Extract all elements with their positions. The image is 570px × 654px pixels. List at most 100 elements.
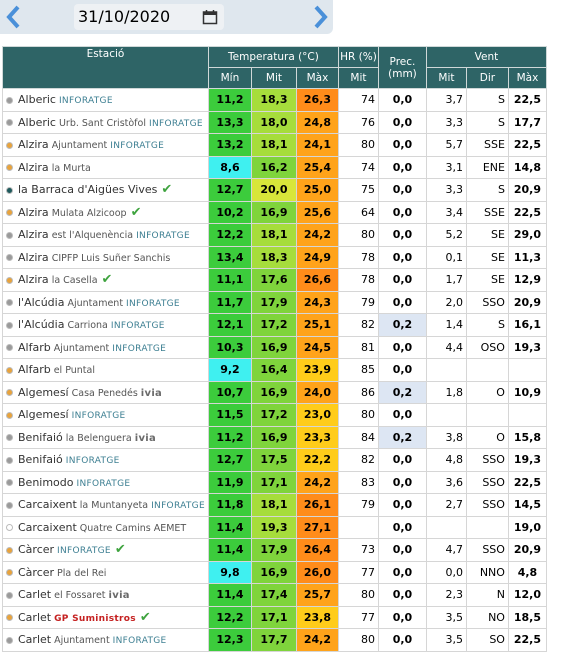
station-cell: Alzira la Casella ✔ [2, 268, 209, 292]
value-cell: 0,1 [425, 245, 467, 269]
station-row[interactable]: Alzira est l'Alquenència INFORATGE 12,2 18,1… [2, 223, 547, 247]
station-row[interactable]: Alzira CIPFP Luis Suñer Sanchis 13,4 18,3 24… [2, 245, 547, 269]
value-cell: 5,7 [425, 133, 467, 157]
value-cell: 22,2 [295, 448, 339, 472]
station-name: l'Alcúdia [18, 295, 65, 309]
value-cell: 17,9 [250, 538, 297, 562]
value-cell: 77 [337, 605, 379, 629]
station-row[interactable]: Algemesí Casa Penedés ivia 10,7 16,9 24,0 86 0,… [2, 380, 547, 404]
value-cell: 78 [337, 268, 379, 292]
value-cell: 11,2 [207, 425, 252, 449]
station-row[interactable]: Carcaixent la Muntanyeta INFORATGE 11,8 18,1… [2, 493, 547, 517]
station-sub: Carriona [67, 320, 108, 332]
value-cell: 26,4 [295, 538, 339, 562]
station-row[interactable]: Carlet el Fossaret ivia 11,4 17,4 25,7 80 0,0 2,… [2, 583, 547, 607]
next-day-button[interactable] [312, 4, 330, 30]
value-cell: S [465, 313, 509, 337]
station-row[interactable]: Alzira la Murta 8,6 16,2 25,4 74 0,0 3,1 ENE 14,8 [2, 155, 547, 179]
station-row[interactable]: l'Alcúdia Ajuntament INFORATGE 11,7 17,9 24,3… [2, 290, 547, 314]
value-cell: 11,4 [207, 515, 252, 539]
value-cell: 3,5 [425, 605, 467, 629]
value-cell: 82 [337, 313, 379, 337]
station-name: Alberic [18, 115, 56, 129]
value-cell: 17,2 [250, 403, 297, 427]
value-cell [425, 515, 467, 539]
value-cell: 24,1 [295, 133, 339, 157]
station-row[interactable]: Benifaió la Belenguera ivia 11,2 16,9 23,3 84 0… [2, 425, 547, 449]
date-bar: 31/10/2020 [0, 0, 333, 34]
value-cell: 0,0 [377, 583, 427, 607]
value-cell: 64 [337, 200, 379, 224]
header: Temperatura (°C) [207, 46, 339, 68]
station-row[interactable]: Carcaixent Quatre Camins AEMET 11,4 19,3 27,… [2, 515, 547, 539]
station-row[interactable]: l'Alcúdia Carriona INFORATGE 12,1 17,2 25,1 82… [2, 313, 547, 337]
value-cell: 23,0 [295, 403, 339, 427]
value-cell: 4,8 [507, 560, 547, 584]
value-cell: 16,9 [250, 335, 297, 359]
value-cell: 20,9 [507, 538, 547, 562]
station-row[interactable]: Alzira Mulata Alzicoop ✔ 10,2 16,9 25,6 64 0,0 3… [2, 200, 547, 224]
value-cell: 80 [337, 583, 379, 607]
station-row[interactable]: la Barraca d'Aigües Vives ✔ 12,7 20,0 25,0 75… [2, 178, 547, 202]
value-cell: 20,9 [507, 178, 547, 202]
value-cell [507, 403, 547, 427]
value-cell: 24,2 [295, 470, 339, 494]
station-source: INFORATGE [126, 298, 180, 309]
station-row[interactable]: Alzira Ajuntament INFORATGE 13,2 18,1 24,1 80 0… [2, 133, 547, 157]
station-row[interactable]: Carlet GP Suministros ✔ 12,2 17,1 23,8 77 0,0 3,… [2, 605, 547, 629]
station-row[interactable]: Algemesí INFORATGE 11,5 17,2 23,0 80 0,0 [2, 403, 547, 427]
station-source: GP Suministros [54, 613, 136, 624]
prev-day-button[interactable] [4, 4, 22, 30]
subheader: Dir [465, 67, 509, 89]
station-row[interactable]: Càrcer INFORATGE ✔ 11,4 17,9 26,4 73 0,0 4,7 SSO 2… [2, 538, 547, 562]
value-cell: 17,2 [250, 313, 297, 337]
value-cell: 19,3 [507, 335, 547, 359]
station-row[interactable]: Alberic Urb. Sant Cristòfol INFORATGE 13,3 1… [2, 110, 547, 134]
value-cell: 80 [337, 133, 379, 157]
station-row[interactable]: Alfarb el Puntal 9,2 16,4 23,9 85 0,0 [2, 358, 547, 382]
station-sub: la Muntanyeta [79, 500, 149, 512]
value-cell: 18,1 [250, 493, 297, 517]
value-cell: 0,0 [377, 335, 427, 359]
value-cell: ENE [465, 155, 509, 179]
status-dot [6, 299, 13, 307]
value-cell: 16,9 [250, 200, 297, 224]
value-cell: 0,0 [377, 403, 427, 427]
station-row[interactable]: Carlet Ajuntament INFORATGE 12,3 17,7 24,2 80 0… [2, 628, 547, 652]
station-row[interactable]: Benimodo INFORATGE 11,9 17,1 24,2 83 0,0 3,6 SSO… [2, 470, 547, 494]
subheader: Mit [337, 67, 379, 89]
value-cell: 1,4 [425, 313, 467, 337]
value-cell: 0,0 [377, 448, 427, 472]
value-cell: 0,0 [377, 470, 427, 494]
station-sub: la Belenguera [65, 432, 132, 444]
station-sub: Urb. Sant Cristòfol [58, 117, 146, 129]
station-row[interactable]: Alzira la Casella ✔ 11,1 17,6 26,6 78 0,0 1,7 SE 1… [2, 268, 547, 292]
value-cell: 1,7 [425, 268, 467, 292]
value-cell: 14,8 [507, 155, 547, 179]
value-cell: 0,0 [377, 155, 427, 179]
status-dot [6, 569, 13, 577]
value-cell: 22,5 [507, 200, 547, 224]
station-row[interactable]: Alfarb Ajuntament INFORATGE 10,3 16,9 24,5 81 0… [2, 335, 547, 359]
station-source: INFORATGE [58, 96, 113, 107]
value-cell: SE [465, 223, 509, 247]
value-cell: 79 [337, 290, 379, 314]
value-cell: 18,5 [507, 605, 547, 629]
station-row[interactable]: Càrcer Pla del Rei 9,8 16,9 26,0 77 0,0 0,0 NNO 4… [2, 560, 547, 584]
station-source: ivia [108, 590, 130, 602]
value-cell: 13,4 [207, 245, 252, 269]
value-cell: OSO [465, 335, 509, 359]
station-row[interactable]: Alberic INFORATGE 11,2 18,3 26,3 74 0,0 3,7 S 22,… [2, 88, 547, 112]
calendar-icon[interactable] [202, 9, 218, 25]
station-row[interactable]: Benifaió INFORATGE 12,7 17,5 22,2 82 0,0 4,8 SSO… [2, 448, 547, 472]
value-cell [465, 358, 509, 382]
value-cell: 25,7 [295, 583, 339, 607]
value-cell: 11,8 [207, 493, 252, 517]
date-input[interactable]: 31/10/2020 [74, 4, 224, 30]
station-source: INFORATGE [151, 501, 205, 512]
subheader: Mín [207, 67, 252, 89]
value-cell: 26,6 [295, 268, 339, 292]
station-name: Algemesí [18, 385, 69, 399]
status-dot [6, 186, 13, 194]
